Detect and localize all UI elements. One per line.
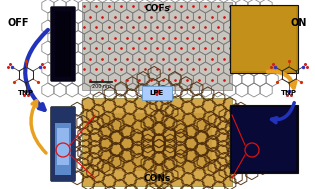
Bar	[232, 107, 296, 171]
Text: OFF: OFF	[8, 18, 30, 28]
FancyBboxPatch shape	[142, 86, 172, 100]
Bar	[82, 98, 232, 186]
FancyArrowPatch shape	[272, 103, 294, 123]
FancyArrowPatch shape	[25, 30, 48, 110]
FancyArrowPatch shape	[268, 72, 295, 88]
FancyArrowPatch shape	[31, 101, 46, 153]
Text: ON: ON	[291, 18, 307, 28]
Bar	[55, 123, 71, 175]
Text: LPE: LPE	[150, 90, 164, 96]
Text: 200 nm: 200 nm	[92, 84, 111, 89]
FancyBboxPatch shape	[50, 106, 76, 181]
Text: TNP: TNP	[18, 90, 34, 96]
Bar	[230, 105, 298, 173]
Bar	[232, 7, 296, 71]
Bar	[57, 128, 69, 165]
FancyBboxPatch shape	[50, 6, 76, 81]
Bar	[82, 2, 232, 90]
Text: COFs: COFs	[144, 4, 170, 13]
Bar	[55, 11, 71, 77]
Bar	[102, 113, 212, 171]
Text: TNP: TNP	[281, 90, 297, 96]
Text: CONs: CONs	[143, 174, 171, 183]
Bar	[230, 5, 298, 73]
